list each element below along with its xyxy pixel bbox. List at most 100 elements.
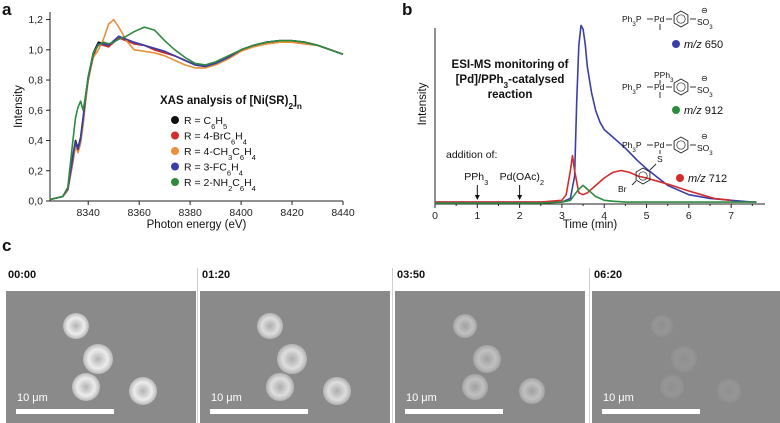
esi-x-axis-label: Time (min) <box>563 219 618 231</box>
scale-bar-label: 10 μm <box>17 392 48 404</box>
scale-bar-label: 10 μm <box>406 392 437 404</box>
xas-legend-label-0: R = C6H5 <box>184 115 227 131</box>
structure-ph3p-label: Ph3P <box>622 82 642 96</box>
xas-x-tick-label: 8420 <box>280 207 304 219</box>
esi-x-tick-label: 0 <box>432 210 438 222</box>
structure-so3-label: SO3 <box>697 85 713 99</box>
micrograph-frame-3: 10 μm <box>592 291 780 423</box>
micrograph-particle <box>277 344 307 374</box>
esi-species-marker-0 <box>672 40 680 48</box>
esi-structure-2: Ph3P Pd SO3 ⊖ S Br <box>618 132 713 194</box>
micrograph-particle <box>129 377 157 405</box>
xas-legend-label-4: R = 2-NH2C6H4 <box>184 177 256 193</box>
esi-x-tick-label: 3 <box>559 210 565 222</box>
xas-y-tick-label: 0,2 <box>28 165 43 177</box>
esi-series-line-1 <box>435 154 732 203</box>
esi-series-line-2 <box>435 184 757 204</box>
structure-pd-label: Pd <box>654 82 665 92</box>
frame-divider <box>589 268 590 423</box>
micrograph-particle <box>670 345 697 372</box>
micrograph-particle <box>257 313 283 339</box>
scale-bar <box>210 409 308 414</box>
xas-legend-label-2: R = 4-CH3C6H4 <box>184 146 256 162</box>
xas-legend-marker-4 <box>171 178 179 186</box>
xas-series-line-2 <box>49 18 344 201</box>
esi-structure-1: Ph3P Pd SO3 ⊖ PPh3 <box>622 70 713 99</box>
esi-x-tick-label: 5 <box>644 210 650 222</box>
xas-x-tick-label: 8380 <box>178 207 202 219</box>
xas-legend-marker-1 <box>171 131 179 140</box>
frame-divider <box>197 268 198 423</box>
esi-annotation-pph3: PPh3 <box>464 171 488 187</box>
micrograph-particle <box>323 377 351 405</box>
xas-y-tick-label: 0,4 <box>28 135 43 147</box>
structure-charge-label: ⊖ <box>701 132 708 141</box>
panel-c-letter: c <box>2 236 12 255</box>
scale-bar-label: 10 μm <box>211 392 242 404</box>
micrograph-particle <box>83 344 113 374</box>
micrograph-particle <box>518 377 546 405</box>
esi-x-tick-label: 4 <box>601 210 607 222</box>
structure-br-label: Br <box>618 184 627 194</box>
scale-bar-label: 10 μm <box>603 392 634 404</box>
xas-y-tick-label: 0,0 <box>28 196 43 208</box>
xas-legend-marker-2 <box>171 147 179 155</box>
panel-a-letter: a <box>2 0 12 19</box>
structure-pd-label: Pd <box>654 14 665 24</box>
structure-charge-label: ⊖ <box>701 74 708 83</box>
esi-title-line-0: ESI-MS monitoring of <box>452 59 569 71</box>
structure-ph3p-label: Ph3P <box>622 140 642 154</box>
xas-legend-label-1: R = 4-BrC6H4 <box>184 131 247 147</box>
xas-y-tick-label: 1,2 <box>28 14 43 26</box>
esi-annotation-addition: addition of: <box>446 149 497 161</box>
structure-ph3p-label: Ph3P <box>622 14 642 28</box>
structure-so3-label: SO3 <box>697 143 713 157</box>
micrograph-timestamp-0: 00:00 <box>8 269 37 281</box>
xas-legend-marker-0 <box>171 116 179 124</box>
xas-x-tick-label: 8360 <box>127 207 151 219</box>
micrograph-frame-0: 10 μm <box>6 291 196 423</box>
structure-s-label: S <box>657 154 663 164</box>
micrograph-frame-2: 10 μm <box>395 291 585 423</box>
esi-title-line-1: [Pd]/PPh3-catalysed <box>456 74 565 90</box>
xas-legend-label-3: R = 3-FC6H4 <box>184 162 243 178</box>
esi-species-label-0: m/z 650 <box>684 39 723 51</box>
structure-so3-label: SO3 <box>697 17 713 31</box>
esi-x-tick-label: 6 <box>686 210 692 222</box>
esi-structure-0: Ph3P Pd SO3 ⊖ <box>622 6 713 31</box>
xas-x-tick-label: 8340 <box>77 207 101 219</box>
frame-divider <box>392 268 393 423</box>
structure-charge-label: ⊖ <box>701 6 708 15</box>
scale-bar <box>405 409 503 414</box>
micrograph-particle <box>473 345 501 373</box>
micrograph-particle <box>650 314 674 338</box>
structure-pph3-label: PPh3 <box>654 70 674 84</box>
micrograph-particle <box>716 378 742 404</box>
esi-x-tick-label: 1 <box>474 210 480 222</box>
xas-y-axis-label: Intensity <box>13 85 25 128</box>
esi-x-tick-label: 2 <box>517 210 523 222</box>
esi-ms-chart: 0 1 2 3 4 5 6 7 Time (min) Intensity ESI-MS monito… <box>417 6 765 231</box>
esi-species-label-2: m/z 712 <box>688 173 727 185</box>
xas-chart: 8340 8360 8380 8400 8420 8440 0,0 0,2 0,4 0,6 0,8 1… <box>13 12 355 231</box>
xas-series-line-4 <box>49 26 344 201</box>
micrograph-timestamp-3: 06:20 <box>594 269 623 281</box>
micrograph-frame-1: 10 μm <box>200 291 390 423</box>
xas-x-tick-label: 8400 <box>229 207 253 219</box>
xas-title: XAS analysis of [Ni(SR)2]n <box>160 95 302 111</box>
panel-b-letter: b <box>402 0 413 19</box>
micrograph-timestamp-2: 03:50 <box>397 269 426 281</box>
micrograph-particle <box>72 373 100 401</box>
micrograph-particle <box>63 313 89 339</box>
esi-title-line-2: reaction <box>488 89 533 101</box>
xas-y-tick-label: 1,0 <box>28 44 43 56</box>
xas-x-tick-label: 8440 <box>331 207 355 219</box>
micrograph-particle <box>266 373 294 401</box>
micrograph-particle <box>659 374 685 400</box>
xas-legend-marker-3 <box>171 162 179 171</box>
structure-pd-label: Pd <box>654 140 665 150</box>
xas-y-tick-label: 0,8 <box>28 75 43 87</box>
scale-bar <box>602 409 700 414</box>
micrograph-particle <box>461 373 489 401</box>
xas-y-tick-label: 0,6 <box>28 105 43 117</box>
